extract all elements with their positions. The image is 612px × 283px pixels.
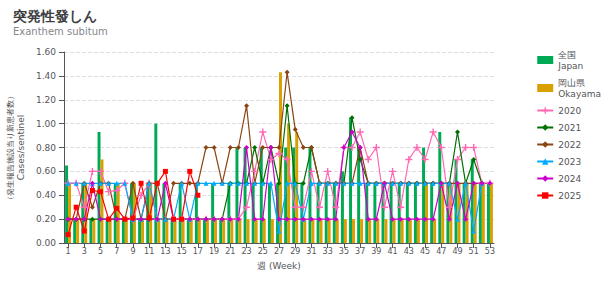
svg-text:51: 51 <box>469 247 479 256</box>
svg-text:1.60: 1.60 <box>36 47 56 57</box>
svg-text:35: 35 <box>339 247 349 256</box>
svg-text:Japan: Japan <box>557 61 583 71</box>
svg-text:0.20: 0.20 <box>36 214 56 224</box>
svg-text:1.00: 1.00 <box>36 119 56 129</box>
svg-text:31: 31 <box>306 247 316 256</box>
svg-text:17: 17 <box>193 247 203 256</box>
svg-text:43: 43 <box>404 247 414 256</box>
svg-text:47: 47 <box>436 247 446 256</box>
svg-text:0.00: 0.00 <box>36 238 56 248</box>
svg-text:2022: 2022 <box>558 140 581 150</box>
svg-text:23: 23 <box>241 247 251 256</box>
svg-text:2025: 2025 <box>558 191 581 201</box>
svg-text:Exanthem subitum: Exanthem subitum <box>13 26 108 37</box>
svg-text:1.20: 1.20 <box>36 95 56 105</box>
svg-text:21: 21 <box>225 247 235 256</box>
svg-text:0.80: 0.80 <box>36 143 56 153</box>
svg-text:Okayama: Okayama <box>558 89 601 99</box>
svg-text:37: 37 <box>355 247 365 256</box>
svg-text:Cases/sentinel: Cases/sentinel <box>16 115 26 180</box>
svg-text:2024: 2024 <box>558 174 581 184</box>
svg-text:11: 11 <box>144 247 154 256</box>
svg-text:39: 39 <box>371 247 381 256</box>
svg-text:27: 27 <box>274 247 284 256</box>
svg-text:33: 33 <box>323 247 333 256</box>
svg-text:1: 1 <box>66 247 71 256</box>
svg-text:29: 29 <box>290 247 300 256</box>
svg-text:45: 45 <box>420 247 430 256</box>
svg-text:1.40: 1.40 <box>36 71 56 81</box>
svg-text:0.40: 0.40 <box>36 190 56 200</box>
svg-text:（発生報告施設当り新患者数）: （発生報告施設当り新患者数） <box>6 92 15 204</box>
svg-text:0.60: 0.60 <box>36 166 56 176</box>
svg-text:7: 7 <box>114 247 119 256</box>
svg-text:2023: 2023 <box>558 157 581 167</box>
svg-text:3: 3 <box>82 247 87 256</box>
svg-text:49: 49 <box>452 247 462 256</box>
svg-text:全国: 全国 <box>558 50 576 60</box>
svg-text:5: 5 <box>98 247 103 256</box>
svg-text:25: 25 <box>258 247 268 256</box>
svg-text:41: 41 <box>387 247 397 256</box>
svg-text:19: 19 <box>209 247 219 256</box>
svg-text:2021: 2021 <box>558 123 581 133</box>
svg-text:岡山県: 岡山県 <box>558 78 585 88</box>
svg-text:15: 15 <box>177 247 187 256</box>
svg-text:突発性發しん: 突発性發しん <box>12 8 97 24</box>
svg-text:2020: 2020 <box>558 106 581 116</box>
svg-text:13: 13 <box>160 247 170 256</box>
svg-text:53: 53 <box>485 247 495 256</box>
svg-text:週 (Week): 週 (Week) <box>257 261 301 271</box>
svg-text:9: 9 <box>130 247 135 256</box>
